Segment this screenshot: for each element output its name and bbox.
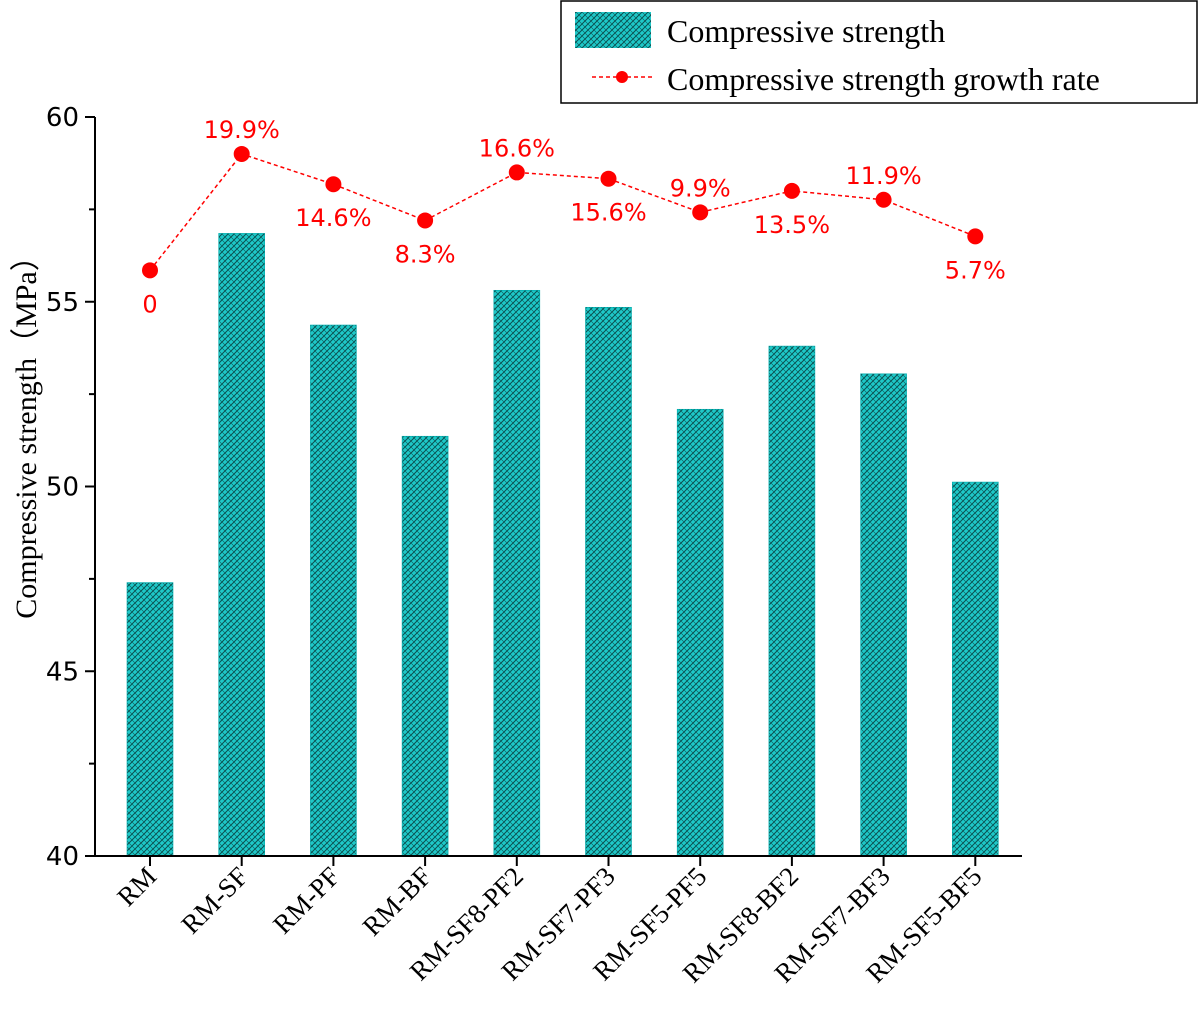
growth-rate-label: 19.9% [204,116,280,144]
x-tick-label: RM-SF [175,861,254,940]
growth-rate-point [233,145,250,162]
growth-rate-point [142,262,158,279]
growth-rate-label: 9.9% [670,174,731,202]
bar-rm-pf [310,324,357,857]
y-axis-label: Compressive strength（MPa） [10,241,43,618]
bar-rm-sf5-pf5 [676,408,724,857]
y-tick-label: 40 [46,842,79,872]
x-tick-label: RM-BF [357,861,438,942]
bar-rm-sf8-bf2 [768,345,816,857]
legend-bar-label: Compressive strength [667,13,945,49]
x-tick-label: RM [111,861,162,912]
growth-rate-label: 15.6% [570,199,646,227]
x-axis-ticks: RM RM-SF RM-PF RM-BFRM-SF8-PF2RM-SF7-PF3RM-… [111,856,988,988]
bar-rm-sf8-pf2 [493,289,541,857]
growth-rate-label: 13.5% [754,211,830,239]
growth-rate-point [417,212,434,229]
growth-rate-point [692,204,709,221]
bar-rm-sf [218,233,265,857]
y-axis-label-group: Compressive strength（MPa） [10,241,43,618]
x-tick-label: RM-PF [267,861,346,940]
growth-rate-point [875,191,892,208]
bar-rm [126,582,174,857]
legend: Compressive strength Compressive strengt… [560,0,1198,104]
bar-rm-sf5-bf5 [951,481,999,857]
y-tick-label: 55 [46,288,79,318]
legend-line-label: Compressive strength growth rate [667,61,1100,97]
growth-rate-label: 14.6% [295,204,371,232]
growth-rate-point [325,176,342,193]
growth-rate-label: 0 [142,290,157,318]
growth-rate-series: 0 19.9% 14.6% 8.3% 16.6% 15.6% 9.9% 13.5% 11.9% 5… [142,116,1006,318]
bar-rm-sf7-pf3 [585,306,632,857]
y-axis-ticks: 40 45 50 55 60 [46,103,95,872]
growth-rate-point [967,228,984,245]
legend-frame [560,0,1198,104]
y-tick-label: 60 [46,103,79,133]
bar-rm-bf [401,435,449,857]
y-tick-label: 45 [46,657,79,687]
growth-rate-line [149,153,976,271]
y-tick-label: 50 [46,473,79,503]
growth-rate-label: 16.6% [479,134,555,162]
growth-rate-point [783,182,800,199]
bar-rm-sf7-bf3 [860,373,907,857]
growth-rate-label: 8.3% [395,240,456,268]
growth-rate-point [600,170,617,187]
growth-rate-label: 5.7% [945,256,1006,284]
legend-bar-swatch [575,12,651,48]
growth-rate-label: 11.9% [845,162,921,190]
legend-line-marker [616,71,628,83]
growth-rate-point [508,164,525,181]
bar-series [126,233,999,857]
